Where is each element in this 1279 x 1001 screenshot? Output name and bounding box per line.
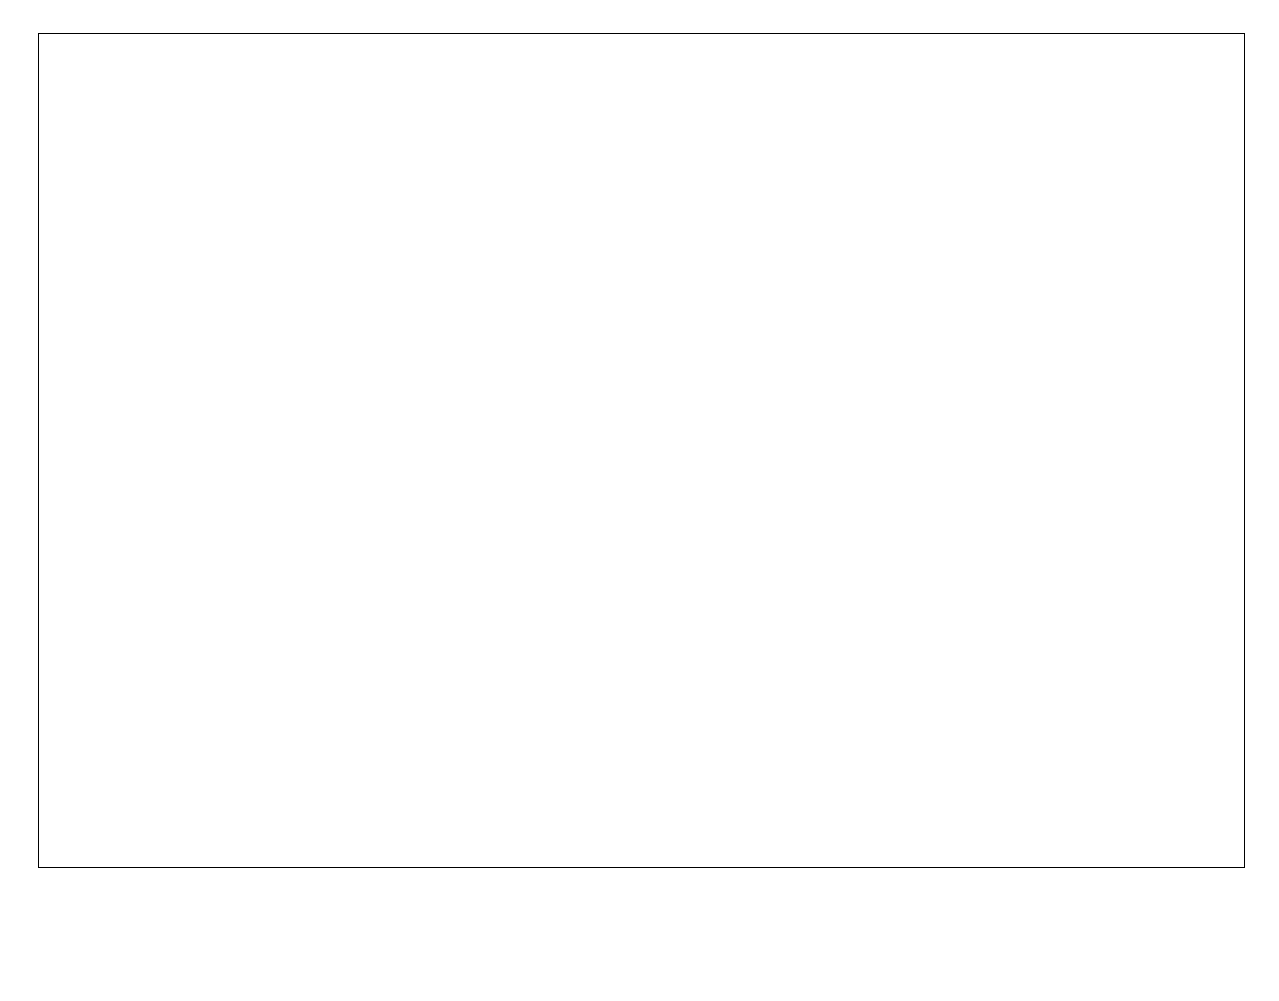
colorbar-swatches xyxy=(0,896,1279,948)
colorbar[interactable] xyxy=(0,896,1279,1001)
map-canvas xyxy=(39,34,1245,868)
map-plot-area[interactable] xyxy=(38,33,1245,868)
